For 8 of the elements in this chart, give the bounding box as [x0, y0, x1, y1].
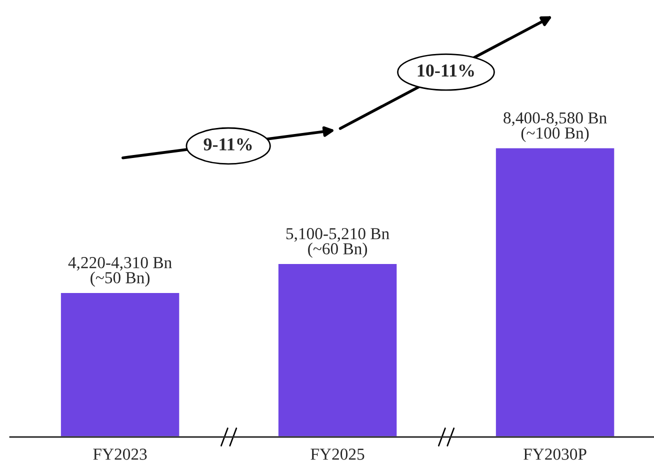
text: 10-11%	[418, 64, 474, 77]
data-label: 8,400-8,580 Bn (~100 Bn)	[504, 112, 607, 142]
annotation: 9-11%	[204, 138, 252, 151]
data-label: 4,220-4,310 Bn (~50 Bn)	[68, 256, 172, 287]
x-tick-label: FY2025	[310, 448, 364, 460]
data-label: 5,100-5,210 Bn (~60 Bn)	[286, 228, 390, 258]
x-tick-label: FY2023	[93, 448, 147, 460]
x-tick-label: FY2030P	[524, 448, 586, 460]
